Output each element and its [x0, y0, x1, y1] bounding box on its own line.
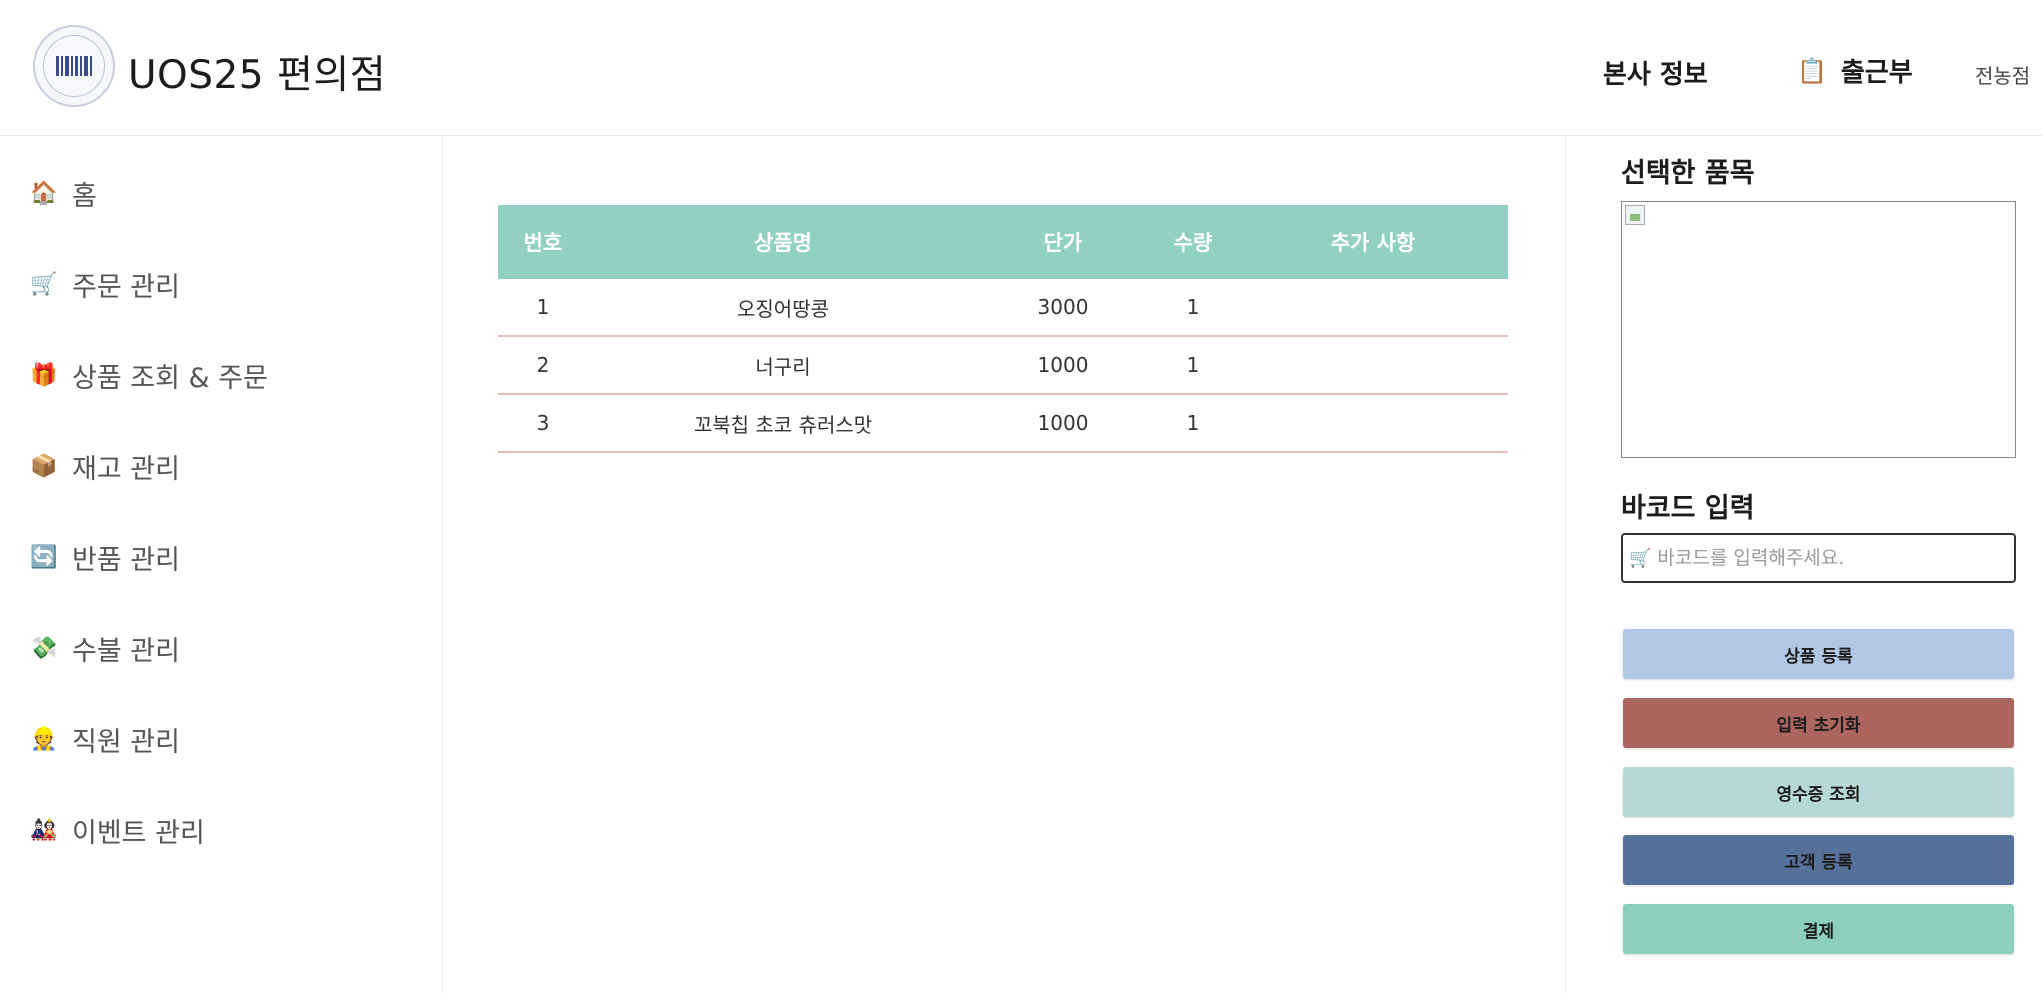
main-content: 번호 상품명 단가 수량 추가 사항 1 오징어땅콩 3000 1 2 너구리 … — [444, 137, 1564, 995]
gift-icon: 🎁 — [30, 363, 58, 388]
cell-name: 너구리 — [755, 354, 811, 379]
sidebar-item-label: 재고 관리 — [72, 454, 180, 485]
sidebar-item-cashflow[interactable]: 💸 수불 관리 — [30, 629, 180, 668]
cell-no: 3 — [536, 411, 550, 435]
sidebar-item-orders[interactable]: 🛒 주문 관리 — [30, 265, 180, 304]
table-header: 번호 상품명 단가 수량 추가 사항 — [498, 205, 1508, 279]
barcode-input-wrapper[interactable]: 🛒 — [1621, 533, 2016, 583]
reset-input-button[interactable]: 입력 초기화 — [1623, 698, 2014, 748]
sidebar-item-staff[interactable]: 👷 직원 관리 — [30, 720, 180, 759]
cell-no: 2 — [536, 353, 550, 377]
nav-attendance-label: 출근부 — [1840, 58, 1913, 88]
worker-icon: 👷 — [30, 727, 58, 752]
university-logo[interactable] — [33, 25, 115, 107]
sidebar-item-events[interactable]: 🎎 이벤트 관리 — [30, 811, 205, 850]
cart-icon: 🛒 — [1629, 547, 1652, 569]
order-table: 번호 상품명 단가 수량 추가 사항 1 오징어땅콩 3000 1 2 너구리 … — [498, 205, 1508, 453]
selected-item-title: 선택한 품목 — [1621, 158, 1755, 189]
house-icon: 🏠 — [30, 181, 58, 206]
sidebar: 🏠 홈 🛒 주문 관리 🎁 상품 조회 & 주문 📦 재고 관리 🔄 반품 관리… — [0, 137, 443, 995]
nav-hq-info[interactable]: 본사 정보 — [1603, 60, 1708, 90]
sidebar-item-inventory[interactable]: 📦 재고 관리 — [30, 447, 180, 486]
barcode-title: 바코드 입력 — [1621, 493, 1755, 524]
header-price: 단가 — [1043, 231, 1083, 255]
view-receipt-button[interactable]: 영수증 조회 — [1623, 767, 2014, 817]
broken-image-icon — [1625, 205, 1645, 225]
sidebar-item-products[interactable]: 🎁 상품 조회 & 주문 — [30, 356, 268, 395]
clipboard-icon: 📋 — [1797, 56, 1827, 85]
header-name: 상품명 — [754, 231, 812, 255]
nav-attendance[interactable]: 📋 출근부 — [1797, 52, 1913, 89]
register-customer-button[interactable]: 고객 등록 — [1623, 835, 2014, 885]
table-row[interactable]: 2 너구리 1000 1 — [498, 337, 1508, 395]
sidebar-item-label: 주문 관리 — [72, 272, 180, 303]
cell-no: 1 — [536, 295, 550, 319]
sidebar-item-label: 수불 관리 — [72, 636, 180, 667]
cell-qty: 1 — [1186, 353, 1200, 377]
cell-price: 1000 — [1037, 353, 1089, 377]
cell-price: 3000 — [1037, 295, 1089, 319]
table-row[interactable]: 1 오징어땅콩 3000 1 — [498, 279, 1508, 337]
sidebar-item-home[interactable]: 🏠 홈 — [30, 174, 97, 213]
table-row[interactable]: 3 꼬북칩 초코 츄러스맛 1000 1 — [498, 395, 1508, 453]
payment-button[interactable]: 결제 — [1623, 904, 2014, 954]
sidebar-item-returns[interactable]: 🔄 반품 관리 — [30, 538, 180, 577]
app-header: UOS25 편의점 본사 정보 📋 출근부 전농점 — [0, 0, 2042, 136]
refresh-icon: 🔄 — [30, 545, 58, 570]
sidebar-item-label: 상품 조회 & 주문 — [72, 363, 268, 394]
cell-qty: 1 — [1186, 295, 1200, 319]
cell-name: 오징어땅콩 — [737, 296, 829, 321]
cell-qty: 1 — [1186, 411, 1200, 435]
register-product-button[interactable]: 상품 등록 — [1623, 629, 2014, 679]
header-qty: 수량 — [1173, 231, 1213, 255]
cart-icon: 🛒 — [30, 272, 58, 297]
cell-price: 1000 — [1037, 411, 1089, 435]
money-icon: 💸 — [30, 636, 58, 661]
barcode-emblem-icon — [56, 56, 92, 76]
party-icon: 🎎 — [30, 818, 58, 843]
sidebar-item-label: 반품 관리 — [72, 545, 180, 576]
header-no: 번호 — [523, 231, 563, 255]
store-name: 전농점 — [1975, 64, 2031, 88]
selected-item-image — [1621, 201, 2016, 458]
header-extra: 추가 사항 — [1330, 231, 1416, 255]
box-icon: 📦 — [30, 454, 58, 479]
sidebar-item-label: 이벤트 관리 — [72, 818, 205, 849]
cell-name: 꼬북칩 초코 츄러스맛 — [693, 412, 873, 437]
app-title[interactable]: UOS25 편의점 — [128, 53, 387, 98]
sidebar-item-label: 직원 관리 — [72, 727, 180, 758]
right-panel: 선택한 품목 바코드 입력 🛒 상품 등록 입력 초기화 영수증 조회 고객 등… — [1565, 137, 2042, 995]
barcode-input[interactable] — [1657, 547, 2014, 569]
sidebar-item-label: 홈 — [72, 181, 97, 212]
logo-seal-inner — [43, 35, 105, 97]
